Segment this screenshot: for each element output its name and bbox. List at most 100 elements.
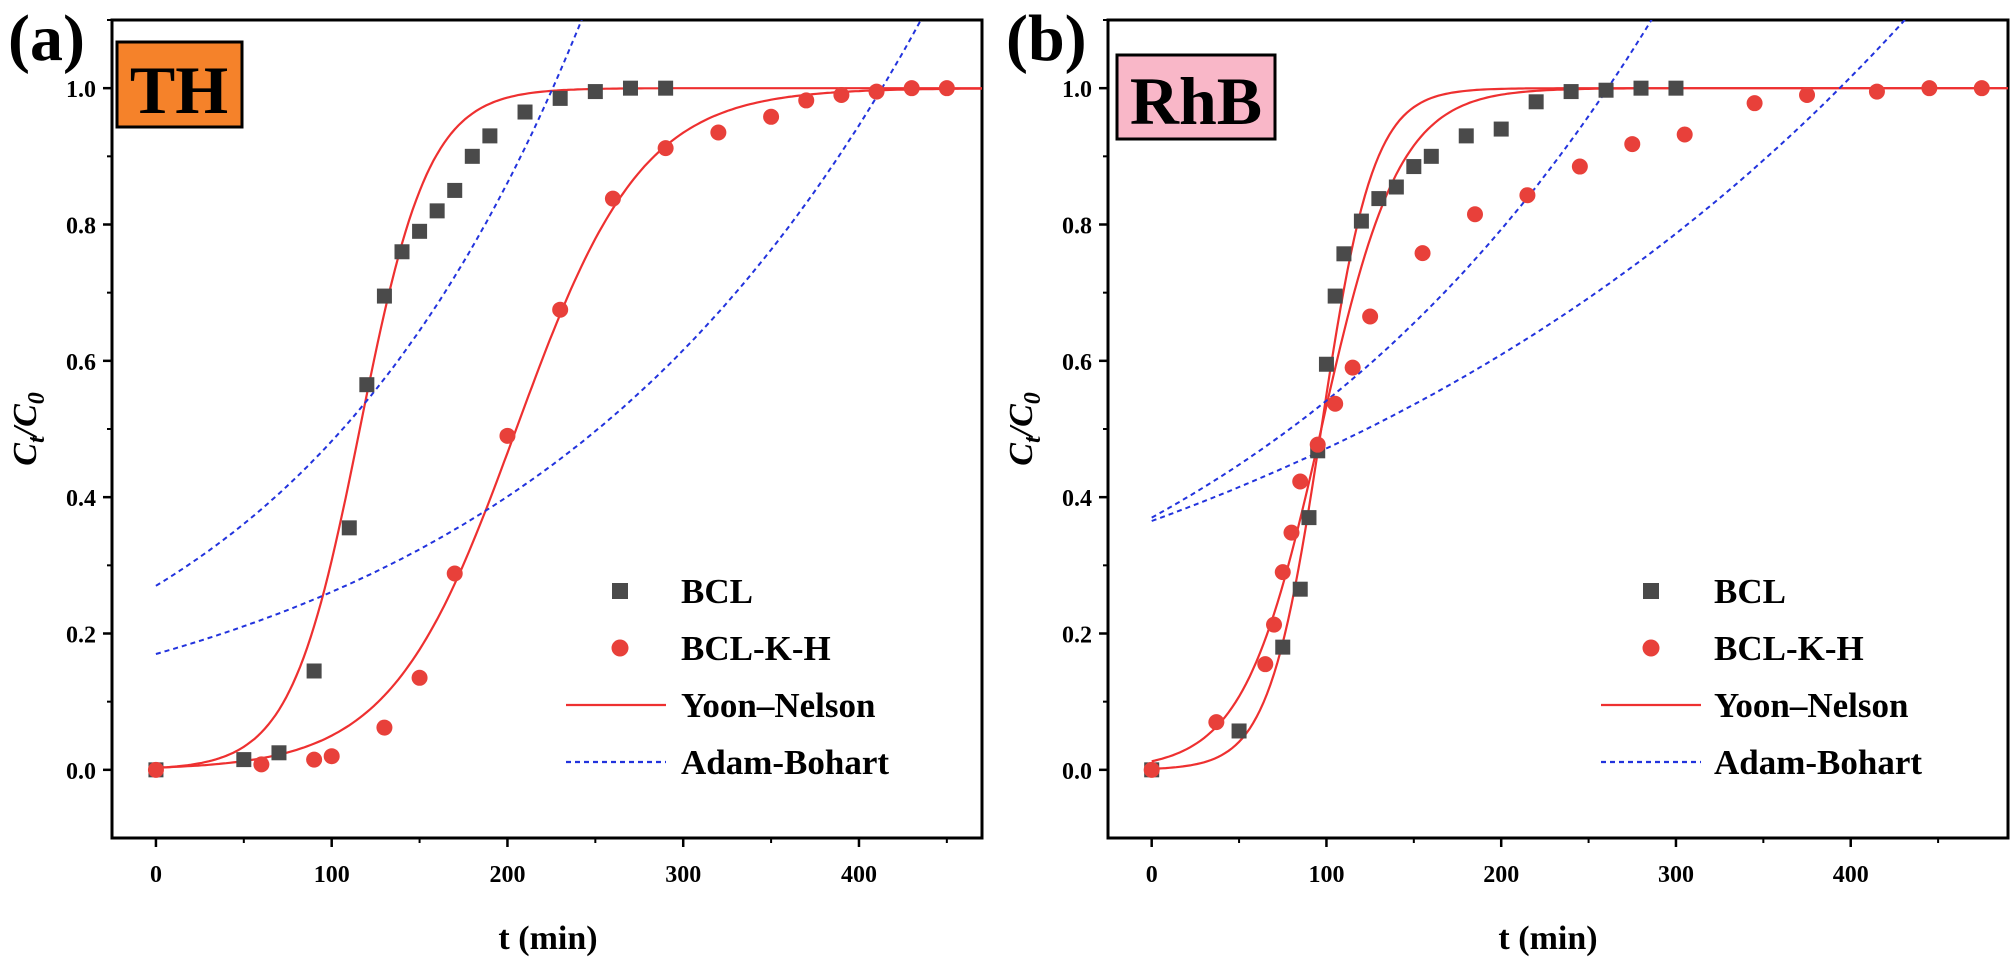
bcl-point [517,104,533,120]
y-tick-label: 0.6 [1062,350,1092,376]
legend-label-yoon-nelson: Yoon–Nelson [1714,686,1908,725]
y-tick-label: 1.0 [66,77,96,103]
bcl-point [1668,80,1684,96]
legend-label-adam-bohart: Adam-Bohart [681,743,889,782]
bcl-point [412,223,428,239]
y-title-slash-c: /C [7,404,44,439]
legend-marker-bcl [1643,583,1659,599]
x-tick-label: 200 [489,862,525,888]
bcl-k-h-point [1921,80,1938,97]
x-tick-label: 300 [1658,862,1694,888]
y-title-sub-0: 0 [24,392,50,404]
bcl-point [1318,356,1334,372]
bcl-point [1327,288,1343,304]
bcl-k-h-point [833,86,850,103]
bcl-k-h-point [1519,187,1536,204]
bcl-point [658,80,674,96]
legend-label-bcl-k-h: BCL-K-H [1714,629,1864,668]
bcl-k-h-point [903,80,920,97]
bcl-point [1336,246,1352,262]
y-axis-title: Ct/C0 [7,392,50,465]
y-title-sub-t: t [1020,435,1046,443]
legend-label-bcl: BCL [1714,572,1786,611]
bcl-k-h-point [1344,359,1361,376]
bcl-point [394,244,410,260]
chart-panel-a: 0 100 200 300 400 0.0 0.2 0.4 0.6 0.8 1.0 t (min) Ct… [7,2,984,957]
panel-tag-box [115,40,244,129]
bcl-point [1388,179,1404,195]
bcl-k-h-point [1274,564,1291,581]
bcl-point [1371,191,1387,207]
x-tick-label: 100 [1308,862,1344,888]
bcl-point [1292,581,1308,597]
bcl-k-h-point [499,427,516,444]
bcl-k-h-point [1571,158,1588,175]
bcl-point [1563,84,1579,100]
x-tick-label: 400 [841,862,877,888]
bcl-k-h-point [1466,206,1483,223]
x-tick-label: 400 [1833,862,1869,888]
bcl-point [359,377,375,393]
y-tick-label: 0.2 [66,623,96,649]
bcl-k-h-point [1283,524,1300,541]
bcl-point [1423,148,1439,164]
adam-bohart-curve-2 [155,20,923,655]
bcl-point [552,90,568,106]
bcl-point [376,288,392,304]
y-tick-label: 0.8 [1062,214,1092,240]
bcl-k-h-point [1624,136,1641,153]
bcl-point [341,520,357,536]
chart-panel-b: 0 100 200 300 400 0.0 0.2 0.4 0.6 0.8 1.0 t (min) Ct… [1003,2,2010,957]
bcl-k-h-point [798,92,815,109]
y-title-sub-0: 0 [1020,392,1046,404]
bcl-k-h-point [1266,616,1283,633]
y-axis-title: Ct/C0 [1003,392,1046,465]
bcl-point [429,203,445,219]
bcl-k-h-point [1292,473,1309,490]
bcl-k-h-point [411,669,428,686]
bcl-point [271,745,287,761]
fit-curves [155,20,982,770]
bcl-point [1406,159,1422,175]
legend-label-bcl-k-h: BCL-K-H [681,629,831,668]
panel-tag-label: RhB [1130,63,1262,139]
x-tick-label: 100 [314,862,350,888]
bcl-k-h-point [1309,436,1326,453]
yoon-nelson-curve-2 [1151,87,2008,763]
y-title-c: C [1003,443,1040,466]
bcl-point [1458,128,1474,144]
yoon-nelson-curve-1 [1151,87,2008,770]
y-tick-label: 0.0 [66,759,96,785]
bcl-point [1275,639,1291,655]
legend-marker-bcl [612,583,628,599]
bcl-k-h-point [868,83,885,100]
y-title-c: C [7,443,44,466]
bcl-point [1353,213,1369,229]
bcl-k-h-point [1362,308,1379,325]
legend-label-bcl: BCL [681,572,753,611]
y-tick-label: 0.4 [1062,486,1092,512]
bcl-point [1633,80,1649,96]
bcl-k-h-point [323,748,340,765]
bcl-k-h-point [253,756,270,773]
bcl-k-h-point [306,751,323,768]
bcl-point [1598,82,1614,98]
y-tick-label: 0.4 [66,486,96,512]
bcl-point [1493,121,1509,137]
bcl-k-h-point [1746,95,1763,112]
legend: BCL BCL-K-H Yoon–Nelson Adam-Bohart [1601,572,1922,782]
bcl-k-h-point [1143,761,1160,778]
y-tick-label: 1.0 [1062,77,1092,103]
bcl-k-h-point [938,80,955,97]
panel-letter: (a) [8,2,85,75]
bcl-k-h-point [446,565,463,582]
bcl-k-h-point [1868,83,1885,100]
bcl-point [587,84,603,100]
bcl-k-h-point [657,140,674,157]
bcl-point [1301,510,1317,526]
bcl-k-h-point [710,124,727,141]
legend-marker-bcl-k-h [1642,639,1660,657]
bcl-k-h-point [1676,126,1693,143]
bcl-point [1528,94,1544,110]
